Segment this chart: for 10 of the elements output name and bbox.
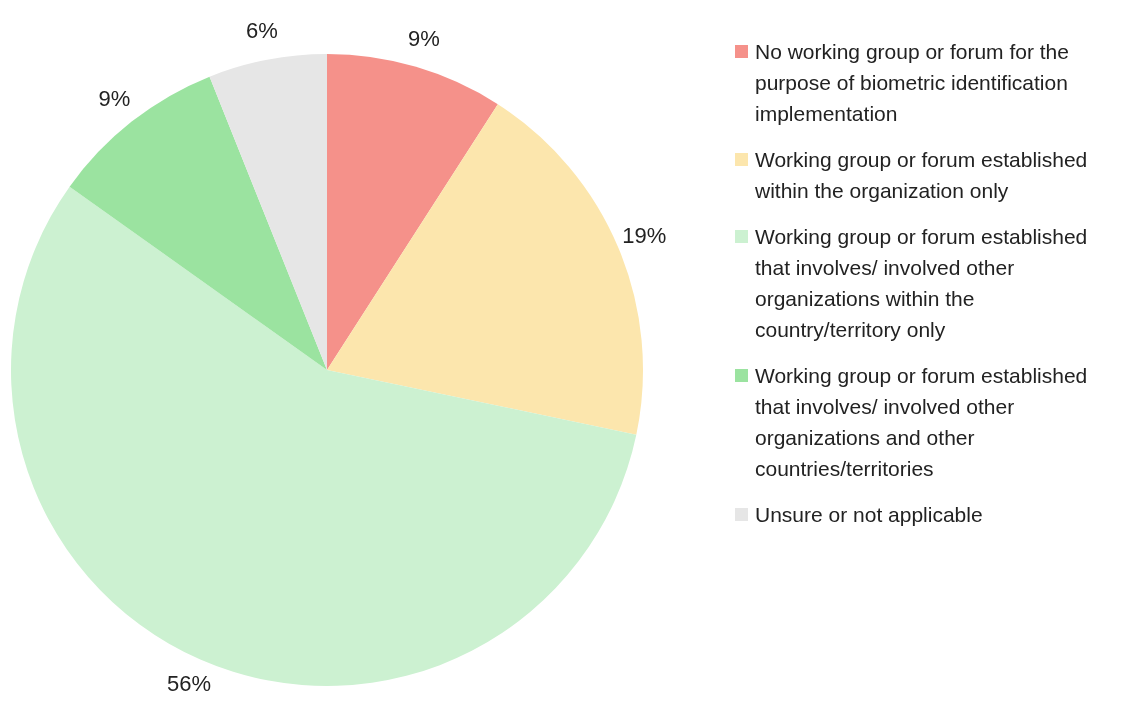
data-label: 19% [622,223,667,249]
data-label: 6% [246,18,278,44]
data-label: 56% [167,671,212,697]
legend-label: Working group or forum established within the organization only [755,148,1088,202]
legend-label: Working group or forum established that involves/ involved other organizations and other countries/territories [755,364,1088,480]
legend-label: No working group or forum for the purpose of biometric identification implementation [755,40,1069,125]
legend-label: Working group or forum established that involves/ involved other organizations within the country/territory only [755,225,1088,341]
data-label: 9% [98,85,131,111]
data-label: 9% [408,26,440,51]
legend-label: Unsure or not applicable [755,503,983,526]
